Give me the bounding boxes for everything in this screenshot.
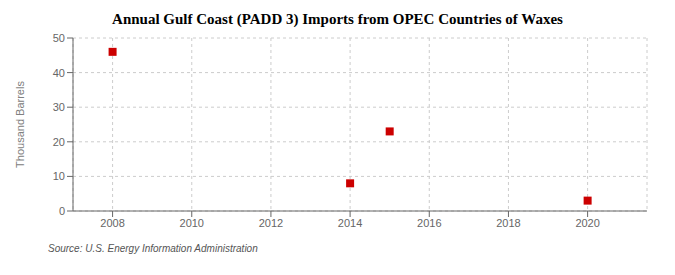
svg-text:2010: 2010 [180, 217, 204, 229]
svg-text:2014: 2014 [338, 217, 362, 229]
html-text:Source: U.S. Energy Informatio: Source: U.S. Energy Information Administ… [48, 243, 258, 254]
svg-text:2016: 2016 [417, 217, 441, 229]
svg-text:20: 20 [53, 136, 65, 148]
svg-text:40: 40 [53, 67, 65, 79]
svg-text:2012: 2012 [259, 217, 283, 229]
svg-text:2008: 2008 [100, 217, 124, 229]
html-text:Annual Gulf Coast (PADD 3) Imp: Annual Gulf Coast (PADD 3) Imports from … [112, 11, 563, 27]
svg-text:2018: 2018 [496, 217, 520, 229]
svg-text:Thousand Barrels: Thousand Barrels [14, 81, 26, 168]
svg-text:10: 10 [53, 170, 65, 182]
svg-text:30: 30 [53, 101, 65, 113]
svg-text:0: 0 [59, 205, 65, 217]
svg-text:50: 50 [53, 32, 65, 44]
svg-text:2020: 2020 [575, 217, 599, 229]
